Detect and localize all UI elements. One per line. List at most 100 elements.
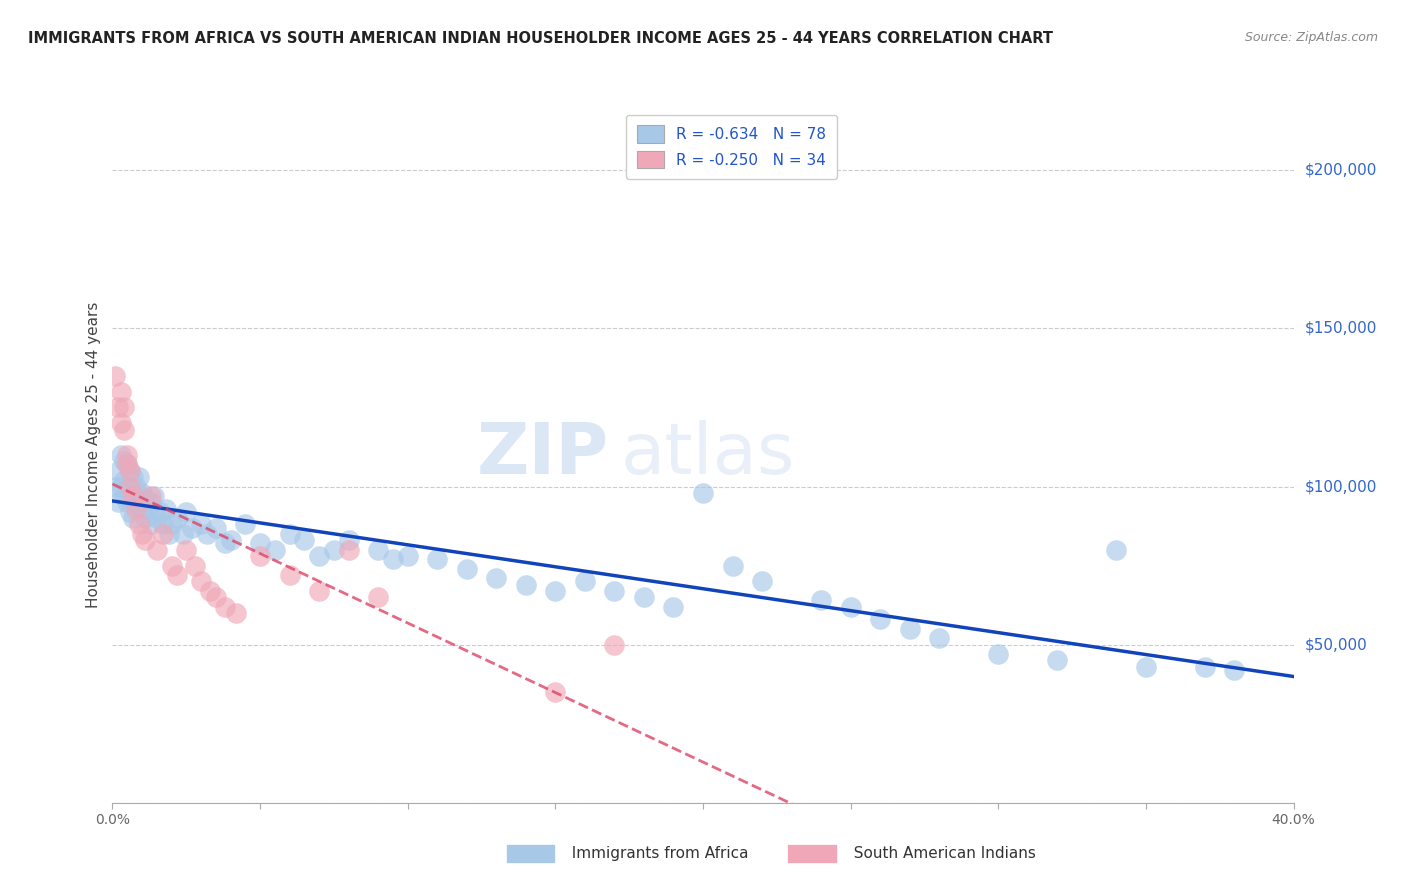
Point <box>112 401 135 415</box>
Point <box>112 489 135 503</box>
Point <box>1046 653 1069 667</box>
Point <box>136 501 159 516</box>
Point <box>839 599 862 614</box>
Text: IMMIGRANTS FROM AFRICA VS SOUTH AMERICAN INDIAN HOUSEHOLDER INCOME AGES 25 - 44 : IMMIGRANTS FROM AFRICA VS SOUTH AMERICAN… <box>28 31 1053 46</box>
Point <box>869 612 891 626</box>
Point <box>184 558 207 573</box>
Point <box>544 583 567 598</box>
Point <box>1135 660 1157 674</box>
Point <box>214 599 236 614</box>
Point <box>125 495 148 509</box>
Point <box>155 501 177 516</box>
Point <box>125 501 148 516</box>
Point <box>1194 660 1216 674</box>
Point <box>134 492 156 507</box>
Point <box>120 486 142 500</box>
Point <box>110 479 132 493</box>
Point <box>219 533 242 548</box>
Point <box>367 542 389 557</box>
Point <box>278 527 301 541</box>
Point <box>205 591 228 605</box>
Point <box>987 647 1010 661</box>
Point <box>146 542 169 557</box>
Point <box>456 562 478 576</box>
Point <box>125 479 148 493</box>
Point <box>131 527 153 541</box>
Point <box>120 479 142 493</box>
Point <box>810 593 832 607</box>
Point <box>117 458 138 472</box>
Point <box>367 591 389 605</box>
Point <box>382 552 405 566</box>
Point <box>117 458 138 472</box>
Point <box>152 517 174 532</box>
Point <box>128 470 150 484</box>
Point <box>110 417 132 431</box>
Point <box>117 479 138 493</box>
Point <box>898 622 921 636</box>
Text: atlas: atlas <box>620 420 794 490</box>
Point <box>152 527 174 541</box>
Point <box>721 558 744 573</box>
Point <box>120 505 142 519</box>
Point <box>544 685 567 699</box>
Point <box>603 583 626 598</box>
Point <box>426 552 449 566</box>
Point <box>117 495 138 509</box>
Point <box>337 542 360 557</box>
Point <box>292 533 315 548</box>
Point <box>928 632 950 646</box>
Point <box>603 638 626 652</box>
Point <box>107 401 129 415</box>
Point <box>190 517 212 532</box>
Point <box>662 599 685 614</box>
Point <box>104 479 127 493</box>
Point <box>139 495 162 509</box>
Text: Source: ZipAtlas.com: Source: ZipAtlas.com <box>1244 31 1378 45</box>
Point <box>1223 663 1246 677</box>
Point <box>249 549 271 563</box>
Text: $150,000: $150,000 <box>1305 321 1376 336</box>
Point <box>117 448 138 462</box>
Point <box>174 542 197 557</box>
Text: $100,000: $100,000 <box>1305 479 1376 494</box>
Point <box>308 583 330 598</box>
Point <box>134 533 156 548</box>
Point <box>633 591 655 605</box>
Point <box>278 568 301 582</box>
Point <box>128 489 150 503</box>
Point <box>692 486 714 500</box>
Point <box>131 486 153 500</box>
Point <box>515 577 537 591</box>
Point <box>233 517 256 532</box>
Point <box>107 495 129 509</box>
Y-axis label: Householder Income Ages 25 - 44 years: Householder Income Ages 25 - 44 years <box>86 301 101 608</box>
Text: $50,000: $50,000 <box>1305 637 1368 652</box>
Point <box>485 571 508 585</box>
Point <box>128 517 150 532</box>
Point <box>160 517 183 532</box>
Point <box>225 606 247 620</box>
Point <box>139 489 162 503</box>
Point <box>166 511 188 525</box>
Point <box>104 368 127 383</box>
Point <box>122 489 145 503</box>
Point <box>166 568 188 582</box>
Point <box>131 501 153 516</box>
Point <box>122 470 145 484</box>
Point <box>396 549 419 563</box>
Point <box>120 464 142 478</box>
Point <box>107 464 129 478</box>
Text: Immigrants from Africa: Immigrants from Africa <box>562 847 749 861</box>
Point <box>157 527 180 541</box>
Point <box>112 473 135 487</box>
Point <box>249 536 271 550</box>
Point <box>112 423 135 437</box>
Point <box>190 574 212 589</box>
Point <box>174 505 197 519</box>
Point <box>112 454 135 468</box>
Point <box>337 533 360 548</box>
Point <box>139 517 162 532</box>
Text: $200,000: $200,000 <box>1305 163 1376 178</box>
Legend: R = -0.634   N = 78, R = -0.250   N = 34: R = -0.634 N = 78, R = -0.250 N = 34 <box>626 115 837 179</box>
